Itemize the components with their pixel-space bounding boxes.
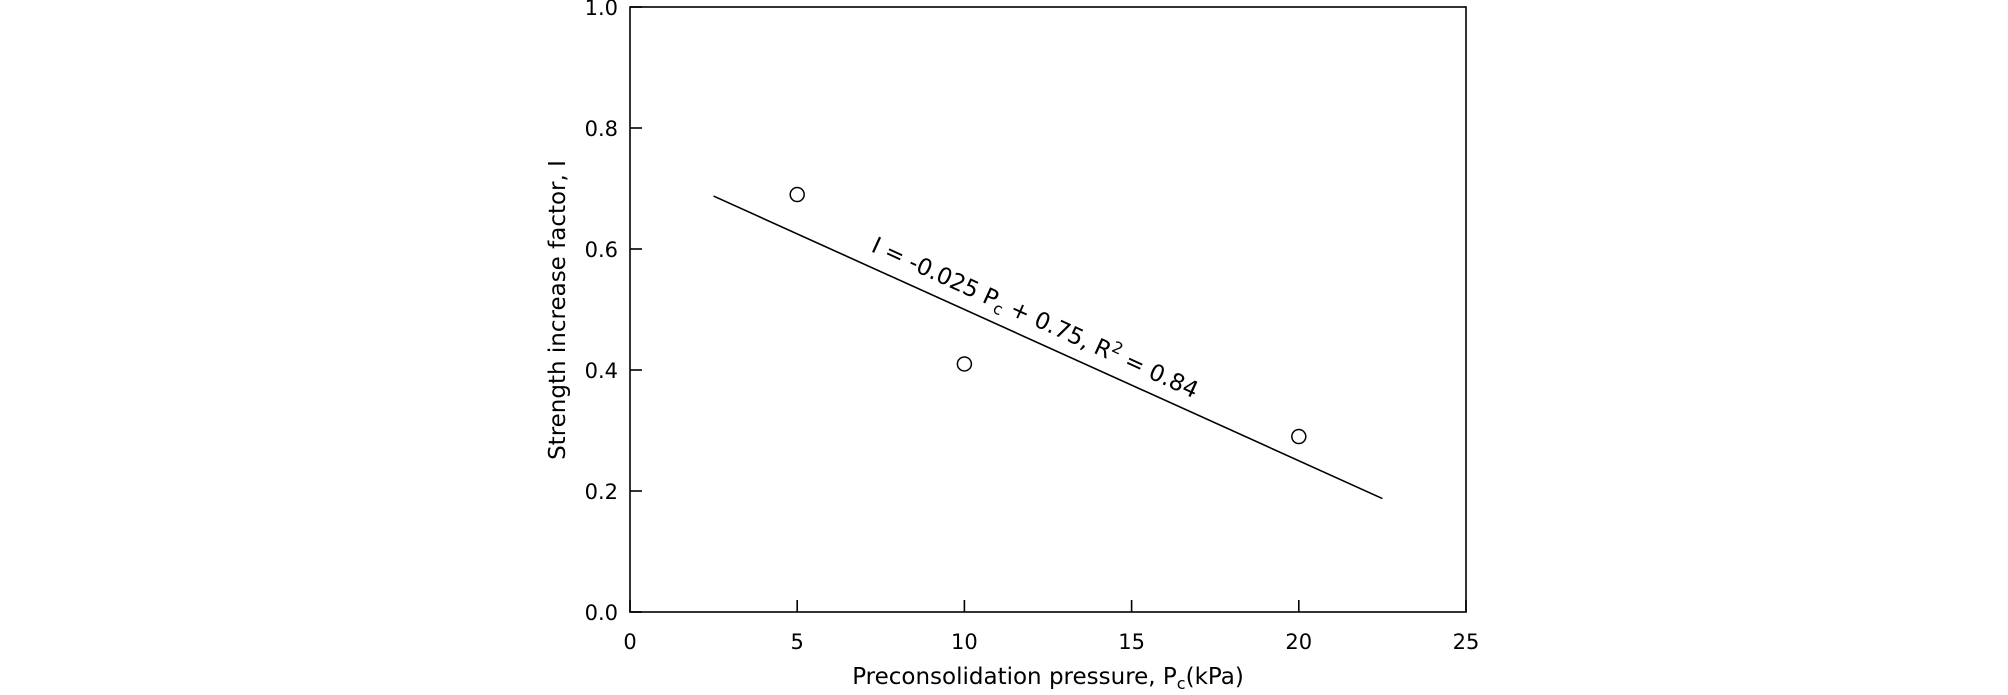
y-axis-ticks: 0.0 0.2 0.4 0.6 0.8 1.0 [585, 0, 642, 625]
x-axis-ticks: 0 5 10 15 20 25 [623, 600, 1479, 654]
plot-frame [629, 6, 1467, 613]
data-points [789, 186, 1307, 445]
regression-line [713, 195, 1383, 500]
regression-equation: I = -0.025 Pc + 0.75, R2 = 0.84 [866, 229, 1203, 407]
x-tick-label: 15 [1118, 630, 1145, 654]
y-tick-label: 0.8 [585, 117, 618, 141]
x-tick-label: 10 [951, 630, 978, 654]
equation-rhs: = 0.84 [1114, 345, 1202, 404]
x-tick-label: 0 [623, 630, 636, 654]
regression-line-group [713, 195, 1383, 500]
y-tick-label: 0.0 [585, 601, 618, 625]
y-tick-label: 0.4 [585, 359, 618, 383]
y-axis-label: Strength increase factor, I [545, 160, 571, 460]
data-point [789, 186, 805, 203]
y-tick-label: 0.2 [585, 480, 618, 504]
x-axis-label-subscript: c [1177, 674, 1186, 693]
x-tick-label: 25 [1453, 630, 1480, 654]
x-axis-label-unit: (kPa) [1186, 664, 1244, 690]
data-point [956, 356, 973, 372]
y-tick-label: 1.0 [585, 0, 618, 20]
x-axis-label: Preconsolidation pressure, Pc(kPa) [852, 664, 1244, 693]
x-axis-label-main: Preconsolidation pressure, P [852, 664, 1177, 690]
equation-mid: + 0.75, R [999, 293, 1115, 365]
x-tick-label: 20 [1285, 630, 1312, 654]
data-point [1291, 428, 1307, 445]
y-tick-label: 0.6 [585, 238, 618, 262]
x-tick-label: 5 [791, 630, 804, 654]
equation-lhs: I = -0.025 P [868, 233, 1003, 313]
